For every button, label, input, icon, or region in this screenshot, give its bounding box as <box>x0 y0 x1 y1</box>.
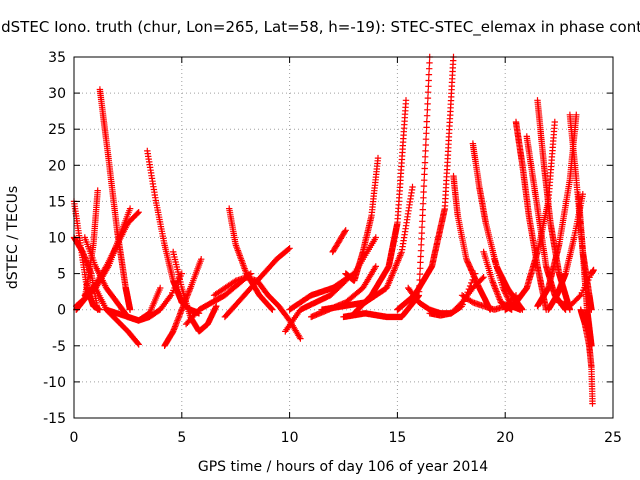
y-tick-label: 20 <box>48 158 66 174</box>
y-axis-label: dSTEC / TECUs <box>5 186 21 289</box>
y-tick-label: -15 <box>43 411 66 427</box>
x-tick-label: 0 <box>70 430 79 446</box>
data-point-track <box>512 118 550 313</box>
y-tick-label: 35 <box>48 50 66 66</box>
x-tick-label: 20 <box>496 430 514 446</box>
x-tick-label: 25 <box>604 430 622 446</box>
x-tick-label: 15 <box>388 430 406 446</box>
data-point-track <box>577 306 596 407</box>
data-point-track <box>351 97 410 317</box>
y-tick-label: 0 <box>57 303 66 319</box>
x-tick-label: 5 <box>177 430 186 446</box>
y-tick-label: 10 <box>48 231 66 247</box>
data-point-track <box>342 154 382 284</box>
y-tick-label: 25 <box>48 122 66 138</box>
x-tick-labels: 0 5 10 15 20 25 <box>70 430 622 446</box>
data-point-track <box>555 266 597 310</box>
data-point-track <box>469 140 526 313</box>
x-axis-label: GPS time / hours of day 106 of year 2014 <box>198 459 488 475</box>
axis-ticks <box>73 56 614 419</box>
data-point-track <box>210 274 261 299</box>
y-tick-label: -10 <box>43 375 66 391</box>
y-tick-label: 5 <box>57 267 66 283</box>
y-tick-label: -5 <box>52 339 66 355</box>
y-tick-labels: -15 -10 -5 0 5 10 15 20 25 30 35 <box>43 50 66 427</box>
data-point-track <box>254 277 304 342</box>
data-point-track <box>81 209 142 299</box>
y-tick-label: 15 <box>48 194 66 210</box>
data-point-track <box>450 172 494 313</box>
data-point-track <box>161 256 205 349</box>
data-points <box>70 53 597 407</box>
y-tick-label: 30 <box>48 86 66 102</box>
data-point-track <box>103 270 185 324</box>
chart-title: dSTEC Iono. truth (chur, Lon=265, Lat=58… <box>1 18 640 37</box>
data-point-track <box>221 245 293 321</box>
x-tick-label: 10 <box>281 430 299 446</box>
data-point-track <box>329 227 349 256</box>
